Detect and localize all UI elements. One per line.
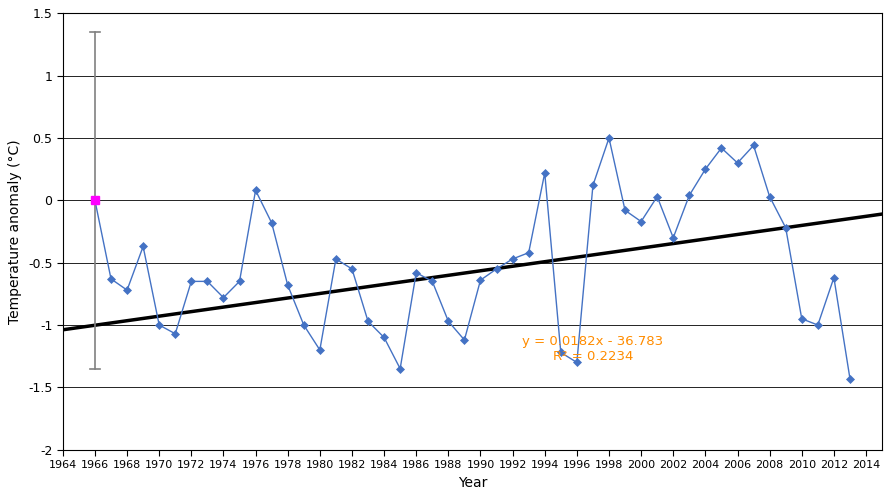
Y-axis label: Temperature anomaly (°C): Temperature anomaly (°C) — [8, 139, 22, 324]
Text: y = 0.0182x - 36.783
R² = 0.2234: y = 0.0182x - 36.783 R² = 0.2234 — [522, 335, 664, 363]
X-axis label: Year: Year — [458, 476, 487, 490]
